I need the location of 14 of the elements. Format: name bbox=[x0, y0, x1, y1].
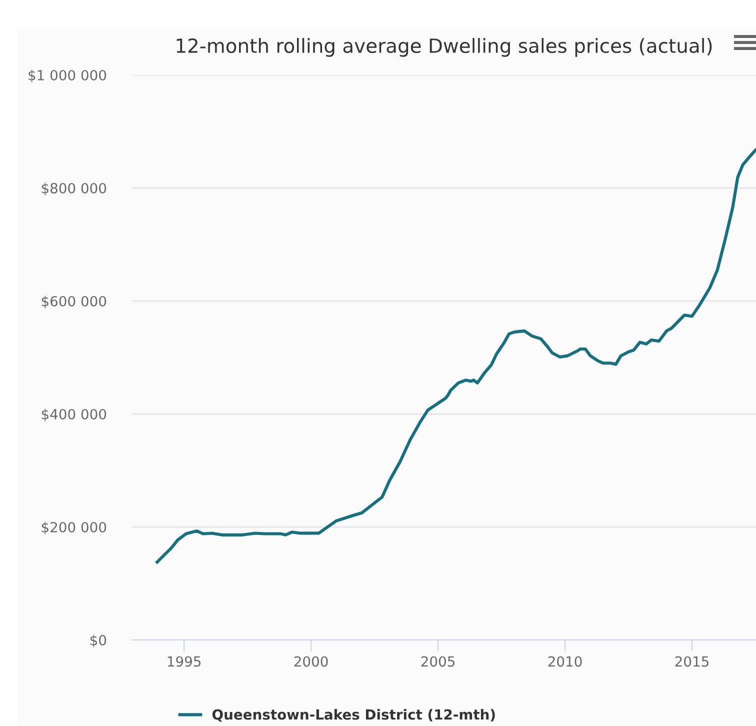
x-tick-label: 2005 bbox=[421, 656, 454, 667]
chart-title: 12-month rolling average Dwelling sales prices (actual) bbox=[176, 38, 712, 57]
x-tick-label: 2015 bbox=[675, 656, 708, 667]
y-tick-label: $1 000 000 bbox=[28, 70, 106, 82]
x-tick-label: 2010 bbox=[548, 656, 582, 667]
x-tick-label: 2000 bbox=[294, 656, 328, 667]
y-tick-label: $600 000 bbox=[42, 296, 106, 308]
legend-label: Queenstown-Lakes District (12-mth) bbox=[212, 709, 495, 722]
line-series bbox=[156, 148, 756, 564]
y-tick-label: $400 000 bbox=[42, 408, 106, 422]
y-tick-label: $200 000 bbox=[42, 522, 106, 534]
y-tick-label: $0 bbox=[90, 634, 106, 648]
x-tick-label: 1995 bbox=[168, 656, 201, 667]
y-tick-label: $800 000 bbox=[42, 182, 106, 196]
